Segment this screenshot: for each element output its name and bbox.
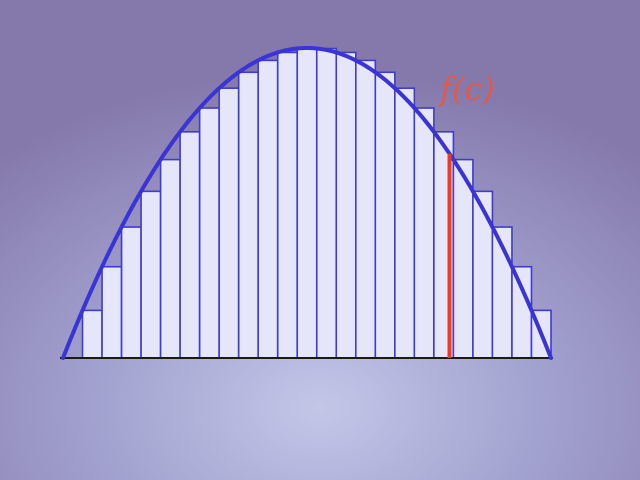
riemann-rectangle [159, 158, 181, 359]
riemann-rectangle [413, 107, 435, 359]
function-curve [61, 45, 553, 360]
riemann-rectangle [257, 59, 279, 359]
riemann-rectangle [218, 87, 240, 359]
riemann-rectangle [237, 71, 259, 359]
riemann-rectangle [179, 131, 201, 359]
riemann-rectangle [511, 265, 533, 359]
riemann-rectangle [140, 190, 162, 359]
riemann-rectangle [198, 107, 220, 359]
riemann-rectangle [296, 47, 318, 359]
riemann-rectangle [374, 71, 396, 359]
riemann-rectangle [276, 51, 299, 359]
sample-value-label: f(c) [438, 70, 495, 108]
riemann-rectangle [354, 59, 377, 359]
riemann-rectangle [315, 47, 338, 359]
riemann-rectangle [394, 87, 416, 359]
riemann-rectangle [335, 51, 357, 359]
riemann-rectangle [101, 265, 123, 359]
riemann-rectangle [472, 190, 494, 359]
riemann-rectangle [81, 309, 103, 359]
riemann-rectangle [120, 226, 142, 359]
